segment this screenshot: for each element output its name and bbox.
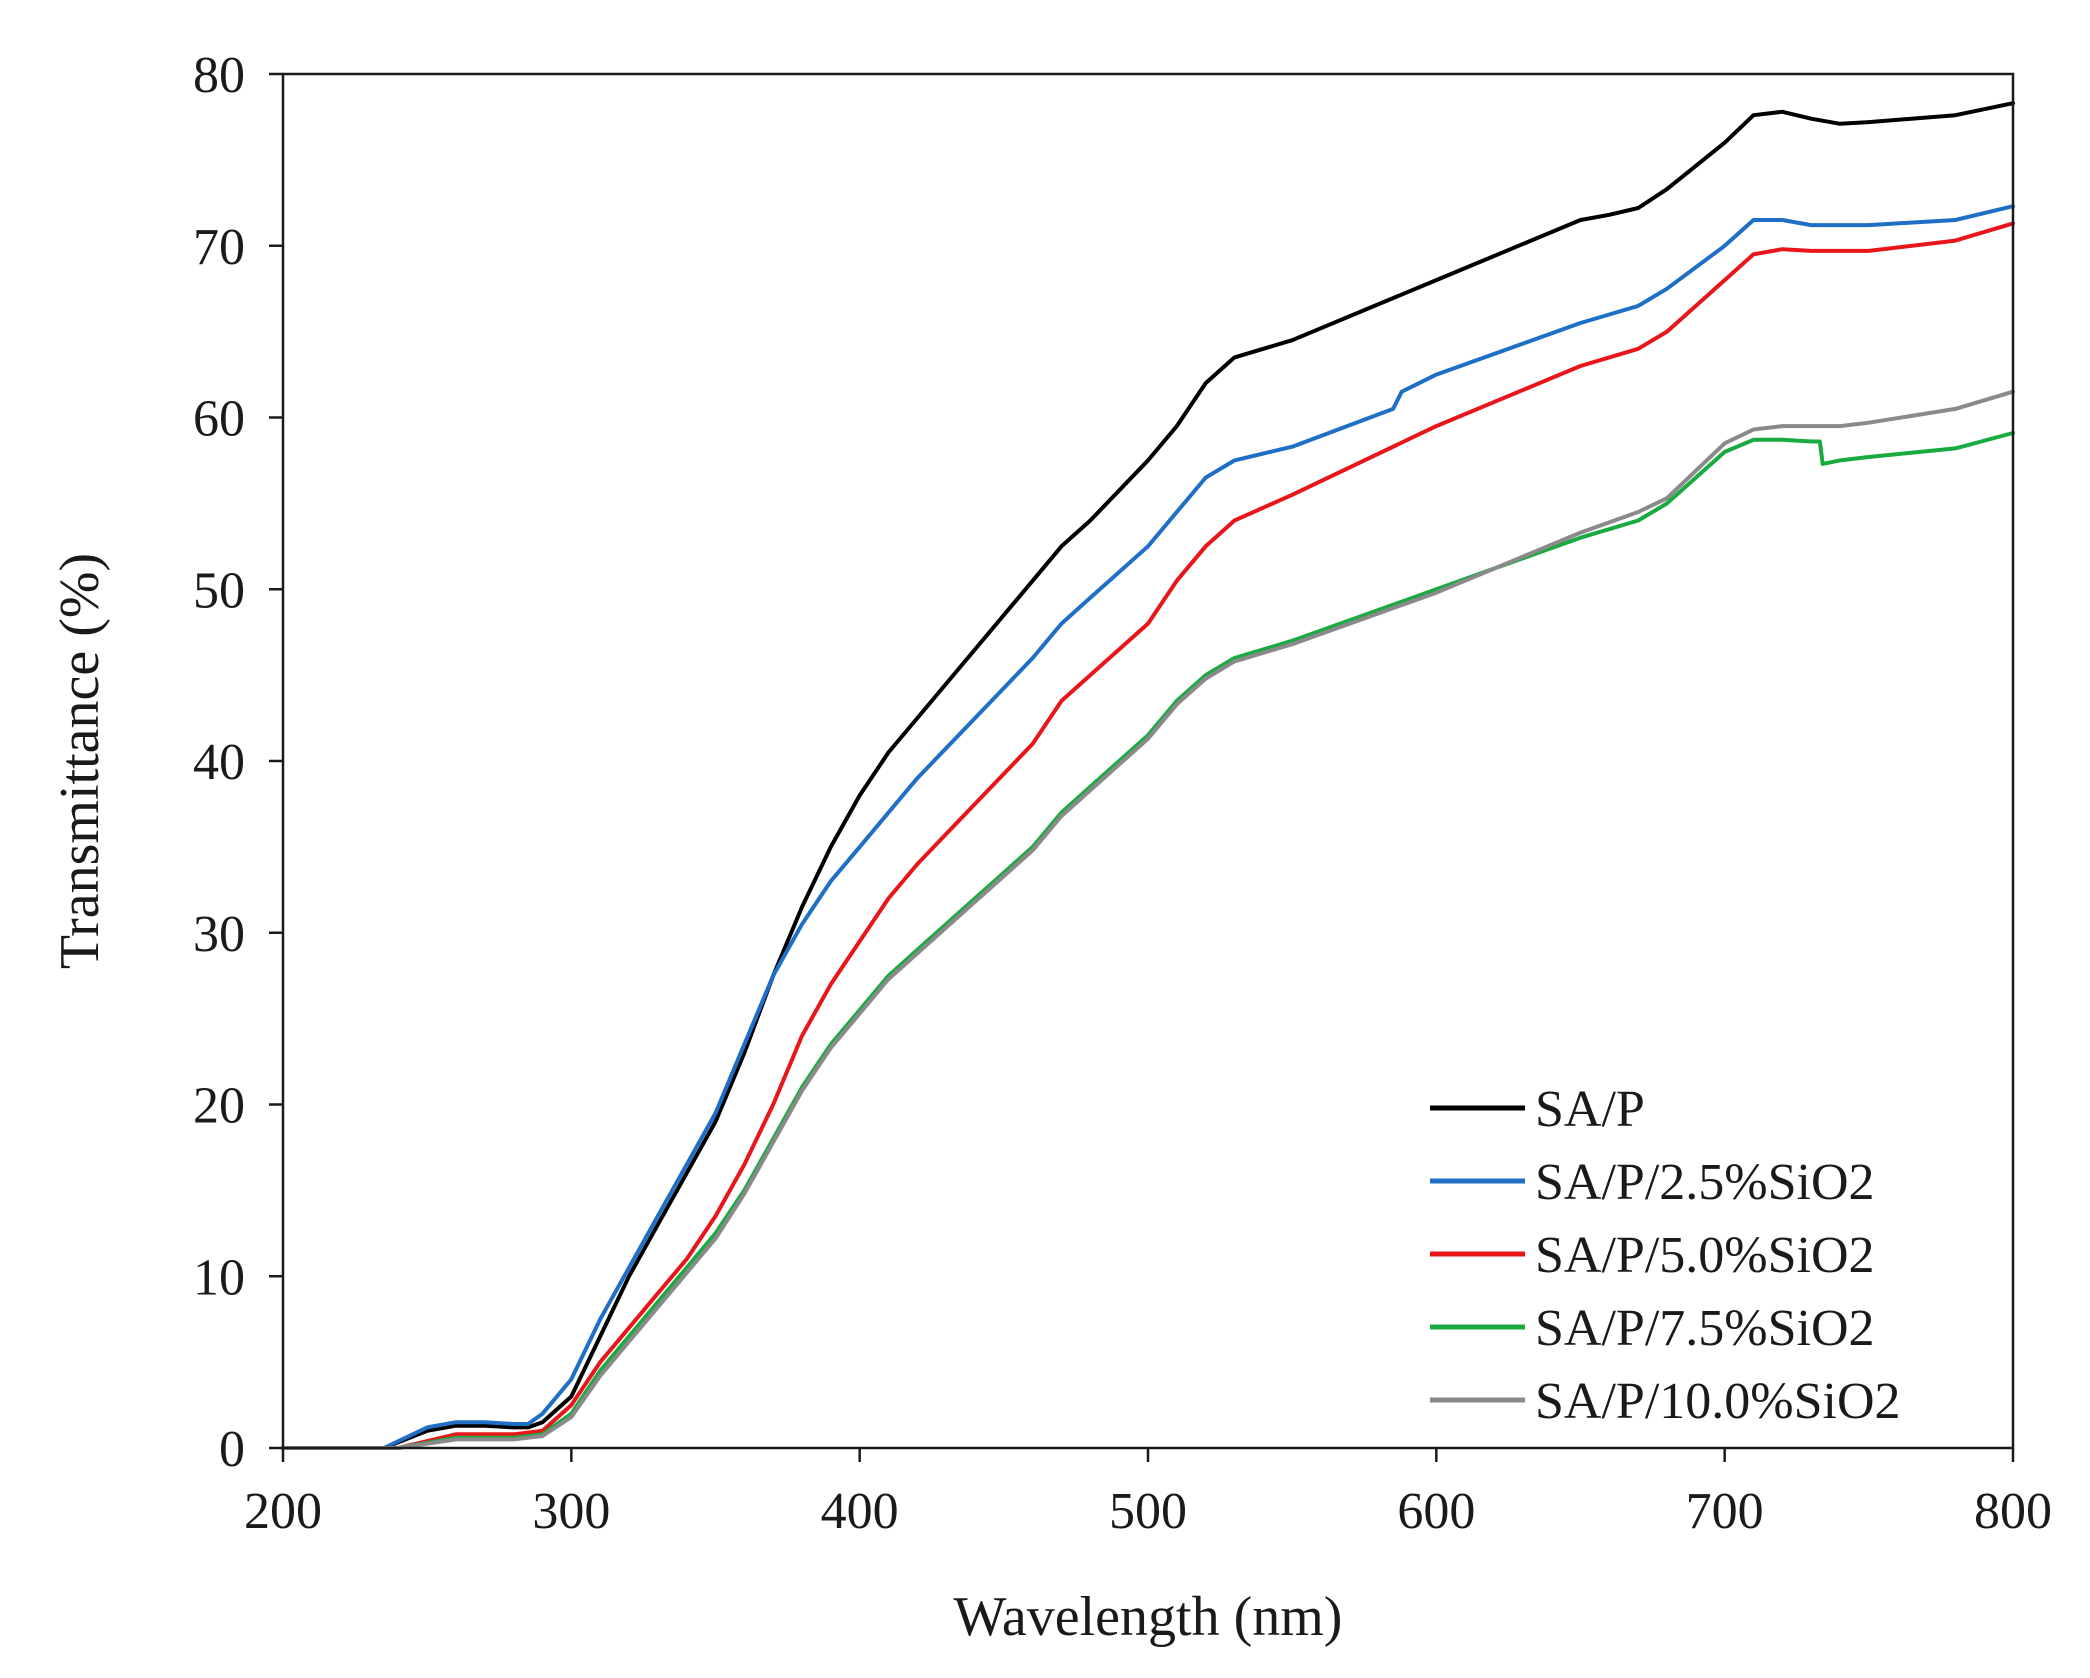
series-line-2: [281, 204, 2015, 1450]
x-tick-label: 700: [1686, 1483, 1764, 1540]
y-tick-label: 20: [193, 1078, 245, 1135]
legend-label: SA/P/5.0%SiO2: [1535, 1227, 1875, 1284]
series-line-4: [281, 431, 2015, 1450]
y-tick-label: 40: [193, 734, 245, 791]
y-tick-label: 30: [193, 906, 245, 963]
y-tick-label: 0: [219, 1421, 245, 1478]
legend-label: SA/P/10.0%SiO2: [1535, 1373, 1901, 1430]
legend-label: SA/P/2.5%SiO2: [1535, 1154, 1875, 1211]
series-line-1: [281, 101, 2015, 1450]
y-tick-label: 10: [193, 1249, 245, 1306]
x-tick-label: 300: [532, 1483, 610, 1540]
y-axis-title: Transmittance (%): [49, 553, 111, 969]
legend-label: SA/P: [1535, 1081, 1645, 1138]
x-tick-label: 500: [1109, 1483, 1187, 1540]
series-line-3: [281, 221, 2015, 1450]
y-tick-label: 80: [193, 47, 245, 104]
y-tick-label: 60: [193, 391, 245, 448]
x-tick-label: 200: [244, 1483, 322, 1540]
x-tick-label: 400: [821, 1483, 899, 1540]
x-tick-label: 600: [1397, 1483, 1475, 1540]
legend: SA/P SA/P/2.5%SiO2 SA/P/5.0%SiO2 SA/P/7.5%S…: [1430, 1081, 1901, 1430]
x-axis: 200 300 400 500 600 700 800: [244, 1448, 2052, 1540]
legend-label: SA/P/7.5%SiO2: [1535, 1300, 1875, 1357]
y-axis: 0 10 20 30 40 50 60 70 80: [193, 47, 283, 1478]
x-axis-title: Wavelength (nm): [954, 1586, 1343, 1648]
series-line-5: [281, 389, 2015, 1450]
y-tick-label: 70: [193, 219, 245, 276]
series-layer: [281, 101, 2015, 1450]
x-tick-label: 800: [1974, 1483, 2052, 1540]
y-tick-label: 50: [193, 562, 245, 619]
